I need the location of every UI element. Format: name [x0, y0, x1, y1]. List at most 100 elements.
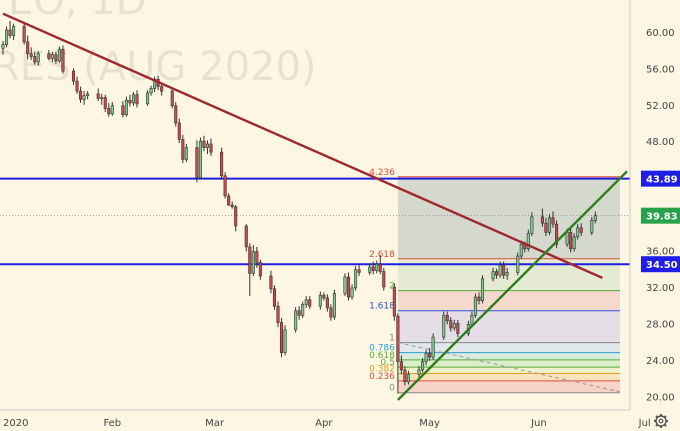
fib-band-4 — [397, 352, 620, 360]
candle-body-4 — [22, 26, 26, 43]
candle-body-63 — [308, 299, 312, 307]
candle-body-38 — [184, 147, 188, 160]
fib-band-7 — [397, 290, 620, 311]
candle-body-41 — [202, 140, 206, 148]
price-labels: 43.89 39.83 34.50 — [641, 170, 680, 273]
candle-body-6 — [29, 53, 33, 57]
candle-body-17 — [82, 95, 86, 100]
candle-body-51 — [251, 251, 255, 274]
candle-body-49 — [244, 225, 248, 248]
projection-dashed-line — [397, 342, 621, 393]
candle-body-76 — [375, 263, 379, 271]
candle-body-40 — [198, 140, 202, 178]
candle-body-35 — [174, 105, 178, 124]
candle-body-42 — [205, 143, 210, 148]
fib-label-5: 0.786 — [369, 344, 395, 354]
candle-body-69 — [343, 276, 347, 294]
candle-body-53 — [258, 262, 262, 277]
fibonacci-bands — [397, 176, 620, 393]
x-tick-0: 2020 — [3, 418, 28, 429]
candle-body-12 — [57, 48, 61, 62]
fib-band-9 — [397, 176, 620, 259]
candle-body-46 — [227, 195, 231, 206]
candle-body-55 — [272, 288, 277, 307]
candle-body-91 — [449, 320, 453, 329]
fib-label-6: 1 — [389, 334, 395, 344]
candle-body-107 — [526, 232, 530, 250]
candle-body-44 — [220, 151, 224, 177]
price-label-1: 39.83 — [646, 212, 678, 223]
y-tick-0: 60.00 — [646, 28, 675, 39]
fib-label-9: 2.618 — [369, 250, 395, 260]
candle-body-52 — [255, 251, 259, 263]
candle-body-86 — [424, 353, 428, 363]
candle-body-81 — [399, 361, 403, 371]
candle-body-105 — [519, 243, 523, 257]
price-label-bg-2 — [641, 256, 680, 273]
candle-body-8 — [36, 53, 40, 63]
fib-label-10: 4.236 — [369, 168, 395, 178]
candle-body-97 — [477, 296, 481, 301]
candle-body-102 — [502, 264, 506, 276]
candle-body-109 — [540, 216, 544, 224]
candle-body-89 — [442, 314, 446, 338]
candle-body-82 — [403, 369, 407, 383]
candle-body-75 — [371, 266, 375, 271]
candle-body-74 — [368, 266, 372, 273]
candle-body-99 — [491, 271, 495, 280]
candle-body-116 — [572, 236, 576, 250]
candle-body-101 — [498, 264, 502, 276]
candle-body-11 — [54, 54, 58, 62]
x-tick-6: Jul — [638, 418, 651, 429]
candle-body-37 — [181, 139, 185, 160]
fib-band-0 — [397, 380, 620, 393]
y-tick-7: 32.00 — [646, 283, 675, 294]
candle-body-68 — [332, 293, 336, 318]
fibonacci-levels — [397, 176, 620, 394]
candle-body-28 — [135, 94, 139, 105]
candle-body-78 — [382, 271, 386, 288]
candle-body-56 — [276, 305, 280, 323]
candle-body-19 — [96, 93, 100, 99]
candle-body-43 — [209, 143, 213, 153]
candle-body-16 — [79, 90, 83, 100]
price-label-2: 34.50 — [646, 260, 678, 271]
candle-body-14 — [71, 70, 76, 82]
trendlines — [2, 12, 628, 401]
x-tick-4: May — [419, 418, 440, 429]
fib-label-2: 0.382 — [369, 365, 395, 375]
candle-body-73 — [357, 269, 361, 273]
candle-body-3 — [12, 26, 16, 36]
candle-body-50 — [248, 246, 252, 274]
candle-body-27 — [131, 94, 135, 104]
fib-label-4: 0.618 — [369, 351, 395, 361]
candle-body-57 — [279, 322, 284, 353]
candle-body-24 — [121, 105, 125, 116]
candle-body-90 — [445, 314, 449, 322]
candle-body-83 — [406, 374, 410, 383]
candle-body-9 — [47, 53, 51, 59]
candle-body-39 — [195, 147, 199, 178]
candle-body-10 — [50, 54, 54, 59]
y-tick-1: 56.00 — [646, 64, 675, 75]
candles — [1, 20, 597, 394]
candle-body-61 — [301, 304, 305, 316]
settings-gear-icon[interactable] — [654, 414, 668, 428]
candle-body-92 — [452, 323, 456, 329]
watermark-top: EO, 1D — [8, 0, 146, 24]
price-label-bg-1 — [641, 207, 680, 224]
candle-body-33 — [160, 86, 164, 92]
candle-body-0 — [1, 44, 5, 49]
fib-band-6 — [397, 310, 620, 343]
candle-body-70 — [346, 276, 351, 298]
candle-body-64 — [318, 294, 322, 307]
y-tick-8: 28.00 — [646, 319, 675, 330]
candle-body-66 — [325, 297, 329, 309]
candle-body-21 — [103, 97, 107, 109]
candle-body-34 — [170, 90, 174, 106]
fib-band-2 — [397, 367, 620, 374]
candle-body-118 — [579, 227, 583, 233]
x-tick-2: Mar — [205, 418, 225, 429]
